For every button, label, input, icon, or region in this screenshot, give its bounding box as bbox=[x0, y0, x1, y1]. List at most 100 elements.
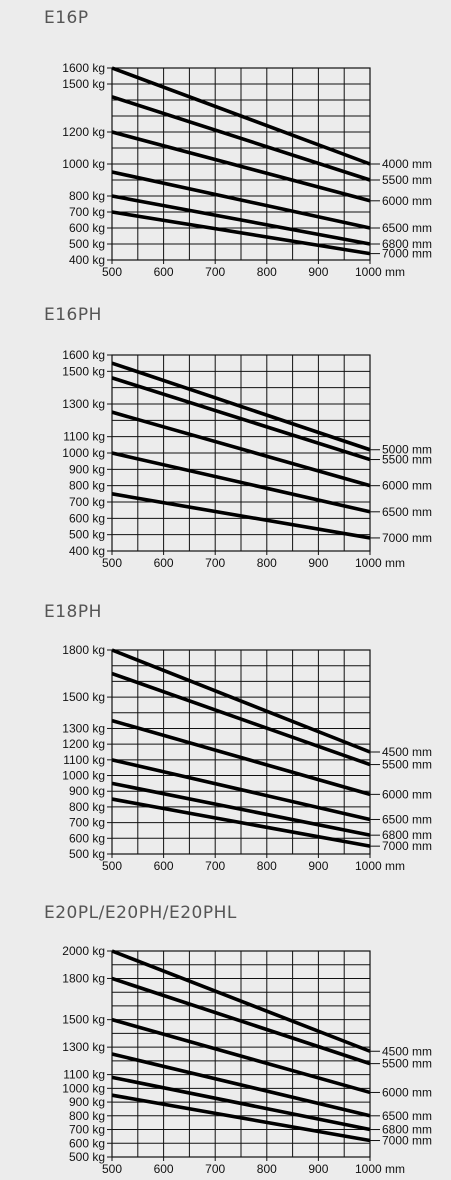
chart-title: E16PH bbox=[44, 305, 102, 325]
series-line-5500-mm bbox=[111, 976, 371, 1066]
series-label-5000-mm: 5000 mm bbox=[382, 443, 432, 457]
series-label-6500-mm: 6500 mm bbox=[382, 221, 432, 235]
y-tick-label: 500 kg bbox=[69, 847, 105, 861]
x-tick-label: 500 bbox=[102, 1162, 122, 1176]
y-tick-label: 800 kg bbox=[69, 479, 105, 493]
series-line-6500-mm bbox=[111, 170, 371, 230]
series-label-7000-mm: 7000 mm bbox=[382, 839, 432, 853]
series-line-6000-mm bbox=[111, 130, 371, 203]
x-tick-label: 1000 mm bbox=[355, 265, 405, 279]
y-tick-label: 600 kg bbox=[69, 831, 105, 845]
x-tick-label: 900 bbox=[308, 1162, 328, 1176]
series-line-6500-mm bbox=[111, 451, 371, 514]
chart-e16ph-svg: 400 kg 500 kg 600 kg 700 kg 800 kg 900 kg 1000… bbox=[62, 348, 432, 570]
y-tick-label: 1200 kg bbox=[62, 125, 105, 139]
y-tick-label: 400 kg bbox=[69, 544, 105, 558]
series-label-7000-mm: 7000 mm bbox=[382, 247, 432, 261]
series-label-5500-mm: 5500 mm bbox=[382, 173, 432, 187]
series-label-5500-mm: 5500 mm bbox=[382, 453, 432, 467]
series-label-6000-mm: 6000 mm bbox=[382, 479, 432, 493]
series-label-6000-mm: 6000 mm bbox=[382, 194, 432, 208]
x-tick-label: 800 bbox=[257, 859, 277, 873]
x-tick-label: 500 bbox=[102, 556, 122, 570]
x-tick-label: 600 bbox=[154, 265, 174, 279]
x-tick-label: 600 bbox=[154, 556, 174, 570]
x-tick-label: 800 bbox=[257, 265, 277, 279]
series-line-5500-mm bbox=[111, 376, 371, 462]
series-line-6500-mm bbox=[111, 758, 371, 822]
y-tick-label: 600 kg bbox=[69, 1136, 105, 1150]
x-tick-label: 700 bbox=[205, 859, 225, 873]
series-line-7000-mm bbox=[111, 797, 371, 848]
y-tick-label: 800 kg bbox=[69, 1109, 105, 1123]
series-line-7000-mm bbox=[111, 492, 371, 540]
x-tick-label: 700 bbox=[205, 265, 225, 279]
y-tick-label: 1500 kg bbox=[62, 1013, 105, 1027]
series-line-6000-mm bbox=[111, 410, 371, 488]
y-tick-label: 1100 kg bbox=[63, 1068, 105, 1082]
series-label-6000-mm: 6000 mm bbox=[382, 1085, 432, 1099]
y-tick-label: 800 kg bbox=[69, 800, 105, 814]
x-tick-label: 900 bbox=[308, 265, 328, 279]
chart-title: E18PH bbox=[44, 602, 102, 622]
series-line-6800-mm bbox=[111, 1075, 371, 1132]
series-line-4000-mm bbox=[111, 66, 371, 166]
x-tick-label: 700 bbox=[205, 556, 225, 570]
x-tick-label: 500 bbox=[102, 859, 122, 873]
series-label-4500-mm: 4500 mm bbox=[382, 1044, 432, 1058]
y-tick-label: 1100 kg bbox=[63, 753, 105, 767]
y-tick-label: 1000 kg bbox=[62, 1081, 105, 1095]
series-line-6000-mm bbox=[111, 1017, 371, 1095]
chart-title: E20PL/E20PH/E20PHL bbox=[44, 903, 237, 923]
series-label-7000-mm: 7000 mm bbox=[382, 1134, 432, 1148]
series-line-4500-mm bbox=[111, 648, 371, 754]
series-label-4500-mm: 4500 mm bbox=[382, 745, 432, 759]
series-label-6800-mm: 6800 mm bbox=[382, 237, 432, 251]
chart-title: E16P bbox=[44, 8, 89, 28]
series-label-6800-mm: 6800 mm bbox=[382, 1123, 432, 1137]
y-tick-label: 700 kg bbox=[69, 205, 105, 219]
y-tick-label: 600 kg bbox=[69, 221, 105, 235]
x-tick-label: 800 bbox=[257, 1162, 277, 1176]
y-tick-label: 1600 kg bbox=[62, 348, 105, 362]
series-label-6500-mm: 6500 mm bbox=[382, 1109, 432, 1123]
y-tick-label: 800 kg bbox=[69, 189, 105, 203]
series-line-6000-mm bbox=[111, 718, 371, 797]
y-tick-label: 1800 kg bbox=[62, 643, 105, 657]
y-tick-label: 1300 kg bbox=[62, 1040, 105, 1054]
series-line-5500-mm bbox=[111, 671, 371, 767]
series-label-5500-mm: 5500 mm bbox=[382, 758, 432, 772]
series-line-6500-mm bbox=[111, 1052, 371, 1118]
series-line-6800-mm bbox=[111, 781, 371, 837]
x-tick-label: 900 bbox=[308, 556, 328, 570]
x-tick-label: 600 bbox=[154, 859, 174, 873]
series-line-5500-mm bbox=[111, 95, 371, 182]
y-tick-label: 700 kg bbox=[69, 495, 105, 509]
y-tick-label: 1500 kg bbox=[62, 364, 105, 378]
series-line-4500-mm bbox=[111, 949, 371, 1053]
series-label-5500-mm: 5500 mm bbox=[382, 1057, 432, 1071]
x-tick-label: 900 bbox=[308, 859, 328, 873]
y-tick-label: 400 kg bbox=[69, 253, 105, 267]
series-label-7000-mm: 7000 mm bbox=[382, 531, 432, 545]
y-tick-label: 1600 kg bbox=[62, 61, 105, 75]
series-label-6800-mm: 6800 mm bbox=[382, 828, 432, 842]
y-tick-label: 1300 kg bbox=[62, 397, 105, 411]
y-tick-label: 600 kg bbox=[69, 511, 105, 525]
y-tick-label: 1500 kg bbox=[62, 77, 105, 91]
y-tick-label: 1500 kg bbox=[62, 690, 105, 704]
y-tick-label: 900 kg bbox=[69, 462, 105, 476]
series-line-6800-mm bbox=[111, 194, 371, 246]
series-line-5000-mm bbox=[111, 361, 371, 452]
series-label-6500-mm: 6500 mm bbox=[382, 812, 432, 826]
x-tick-label: 700 bbox=[205, 1162, 225, 1176]
y-tick-label: 1200 kg bbox=[62, 737, 105, 751]
chart-e16p-svg: 400 kg 500 kg 600 kg 700 kg 800 kg 1000 kg 120… bbox=[62, 61, 432, 279]
y-tick-label: 900 kg bbox=[69, 784, 105, 798]
y-tick-label: 1000 kg bbox=[62, 157, 105, 171]
x-tick-label: 600 bbox=[154, 1162, 174, 1176]
y-tick-label: 1100 kg bbox=[63, 430, 105, 444]
